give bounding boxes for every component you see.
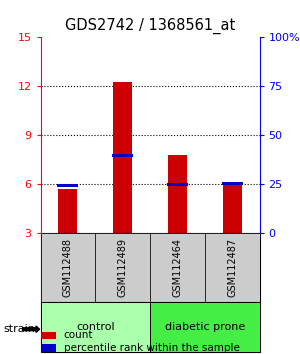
Bar: [167, 183, 188, 186]
Text: percentile rank within the sample: percentile rank within the sample: [64, 343, 239, 353]
Bar: [40, 233, 95, 302]
Text: strain: strain: [3, 324, 35, 334]
Bar: [58, 189, 77, 233]
Bar: [112, 154, 133, 157]
Bar: [150, 302, 260, 352]
Text: GSM112489: GSM112489: [118, 238, 128, 297]
Text: control: control: [76, 322, 115, 332]
Text: GSM112464: GSM112464: [172, 238, 182, 297]
Bar: [40, 302, 150, 352]
Bar: [223, 182, 242, 233]
Text: GSM112487: GSM112487: [227, 238, 237, 297]
Bar: [168, 155, 187, 233]
Bar: [222, 182, 243, 185]
Bar: [57, 184, 78, 187]
Text: diabetic prone: diabetic prone: [165, 322, 245, 332]
Bar: [40, 332, 56, 339]
Text: GDS2742 / 1368561_at: GDS2742 / 1368561_at: [65, 17, 235, 34]
Bar: [95, 233, 150, 302]
Text: count: count: [64, 330, 93, 341]
Bar: [113, 82, 132, 233]
Text: GSM112488: GSM112488: [63, 238, 73, 297]
Bar: [40, 344, 56, 352]
Bar: [205, 233, 260, 302]
Bar: [150, 233, 205, 302]
